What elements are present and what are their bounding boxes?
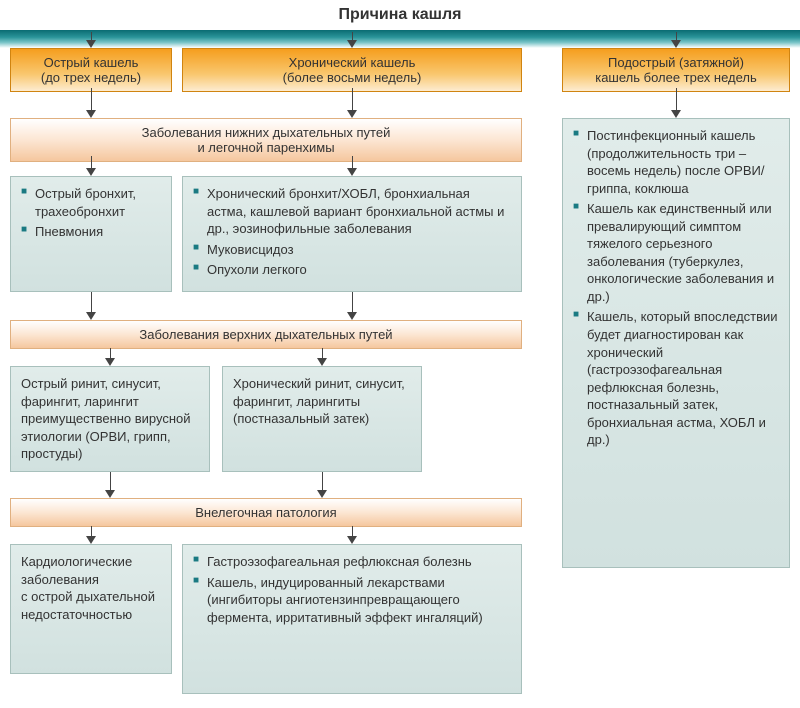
list-item: Кашель, который впоследствии будет диагн… (573, 308, 779, 448)
box-acute-lower: Острый бронхит, трахеобронхит Пневмония (10, 176, 172, 292)
arrow-down-icon (347, 110, 357, 118)
list-item: Хронический бронхит/ХОБЛ, бронхиальная а… (193, 185, 511, 238)
list-item: Постинфекционный кашель (продолжительнос… (573, 127, 779, 197)
box-acute-upper: Острый ринит, синусит, фарингит, ларинги… (10, 366, 210, 472)
header-subacute: Подострый (затяжной)кашель более трех не… (562, 48, 790, 92)
arrow-down-icon (86, 110, 96, 118)
header-acute: Острый кашель(до трех недель) (10, 48, 172, 92)
list-item: Кашель, индуцированный лекарствами (инги… (193, 574, 511, 627)
vline (322, 472, 323, 492)
box-chronic-lower: Хронический бронхит/ХОБЛ, бронхиальная а… (182, 176, 522, 292)
arrow-down-icon (86, 312, 96, 320)
vline (91, 88, 92, 112)
arrow-down-icon (317, 490, 327, 498)
vline (352, 88, 353, 112)
arrow-down-icon (86, 168, 96, 176)
vline (110, 472, 111, 492)
arrow-down-icon (671, 110, 681, 118)
arrow-down-icon (105, 490, 115, 498)
list-item: Опухоли легкого (193, 261, 511, 279)
box-subacute: Постинфекционный кашель (продолжительнос… (562, 118, 790, 568)
page-title: Причина кашля (0, 0, 800, 30)
box-chronic-upper: Хронический ринит, синусит, фарингит, ла… (222, 366, 422, 472)
section-lower: Заболевания нижних дыхательных путейи ле… (10, 118, 522, 162)
vline (91, 292, 92, 314)
arrow-down-icon (105, 358, 115, 366)
section-extra: Внелегочная патология (10, 498, 522, 527)
list-item: Пневмония (21, 223, 161, 241)
arrow-down-icon (347, 536, 357, 544)
arrow-down-icon (347, 168, 357, 176)
arrow-down-icon (347, 40, 357, 48)
section-upper: Заболевания верхних дыхательных путей (10, 320, 522, 349)
arrow-down-icon (347, 312, 357, 320)
vline (352, 292, 353, 314)
list-item: Муковисцидоз (193, 241, 511, 259)
box-acute-extra: Кардиологические заболеванияс острой дых… (10, 544, 172, 674)
arrow-down-icon (671, 40, 681, 48)
list-item: Гастроэзофагеальная рефлюксная болезнь (193, 553, 511, 571)
header-chronic: Хронический кашель(более восьми недель) (182, 48, 522, 92)
arrow-down-icon (317, 358, 327, 366)
box-chronic-extra: Гастроэзофагеальная рефлюксная болезнь К… (182, 544, 522, 694)
arrow-down-icon (86, 40, 96, 48)
vline (676, 88, 677, 112)
list-item: Кашель как единственный или превалирующи… (573, 200, 779, 305)
arrow-down-icon (86, 536, 96, 544)
list-item: Острый бронхит, трахеобронхит (21, 185, 161, 220)
